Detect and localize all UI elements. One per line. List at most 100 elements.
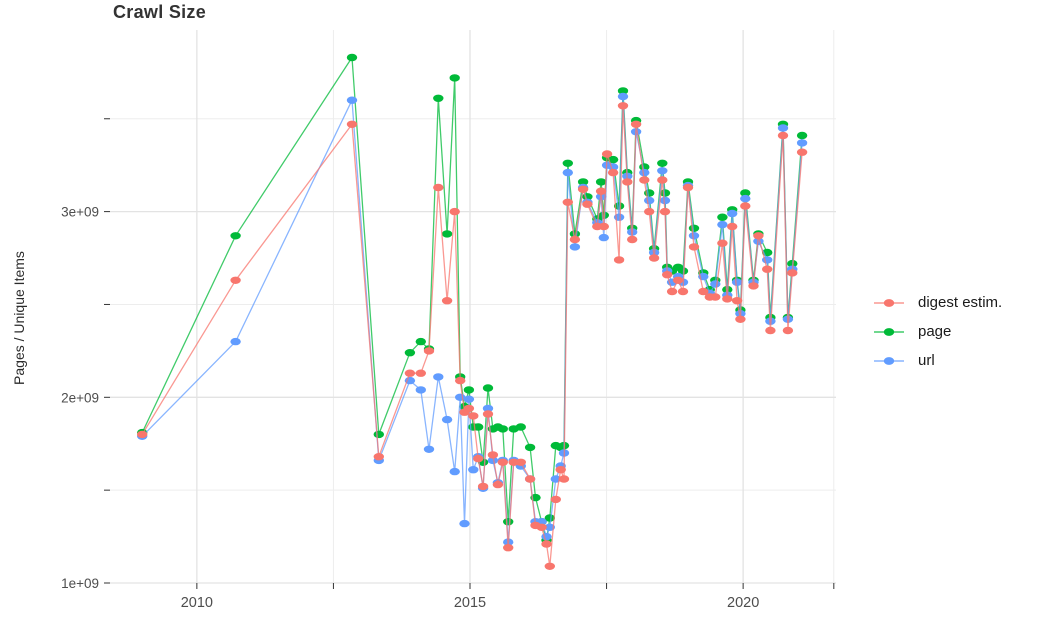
data-point (562, 198, 573, 206)
data-point (449, 207, 460, 216)
data-point (404, 349, 416, 357)
data-point (346, 53, 358, 62)
data-point (796, 148, 808, 156)
data-point (727, 222, 738, 231)
data-point (473, 423, 484, 431)
data-point (541, 532, 552, 541)
data-point (441, 415, 453, 424)
data-point (717, 213, 728, 221)
data-point (601, 150, 613, 158)
data-point (482, 410, 494, 418)
data-point (748, 282, 759, 290)
data-point (497, 425, 508, 433)
x-tick-label: 2020 (727, 595, 759, 611)
data-point (672, 276, 684, 284)
data-point (487, 451, 499, 459)
data-point (433, 183, 444, 192)
y-tick-label: 2e+09 (61, 390, 99, 405)
data-point (796, 131, 808, 140)
data-point (607, 155, 619, 164)
data-point (710, 280, 721, 288)
data-point (482, 404, 494, 413)
data-point (524, 475, 536, 483)
data-point (468, 466, 479, 474)
data-point (710, 293, 721, 301)
data-point (569, 235, 581, 244)
data-point (455, 376, 466, 385)
data-point (622, 178, 633, 186)
data-point (558, 475, 570, 483)
data-point (722, 295, 733, 303)
data-point (433, 373, 444, 381)
data-point (555, 466, 566, 474)
data-point (524, 443, 536, 452)
legend-item-page: page (872, 317, 1002, 346)
data-point (598, 222, 609, 231)
chart-title: Crawl Size (113, 2, 207, 22)
data-point (404, 369, 416, 377)
data-point (717, 220, 728, 229)
data-point (595, 178, 607, 186)
data-point (515, 423, 526, 431)
data-point (468, 412, 479, 420)
data-point (659, 189, 671, 197)
data-point (644, 196, 655, 205)
data-point (463, 386, 475, 394)
data-point (423, 445, 435, 453)
data-point (415, 386, 426, 394)
data-point (787, 269, 798, 277)
data-point (777, 131, 789, 140)
data-point (659, 196, 671, 205)
data-point (740, 189, 751, 197)
data-point (662, 271, 673, 279)
data-point (765, 326, 776, 335)
data-point (459, 519, 470, 528)
data-point (698, 287, 709, 296)
data-point (688, 232, 700, 240)
legend-label-page: page (918, 323, 952, 340)
series-line (141, 95, 803, 543)
data-point (682, 183, 694, 192)
x-tick-label: 2015 (454, 595, 486, 611)
data-point (415, 369, 426, 377)
data-point (617, 92, 629, 101)
legend-item-url: url (872, 346, 1002, 375)
data-point (598, 233, 609, 242)
series-url (137, 92, 808, 546)
data-point (473, 454, 484, 463)
legend-key-url-icon (874, 356, 904, 365)
data-point (415, 337, 426, 346)
data-point (617, 87, 629, 95)
data-point (688, 243, 700, 251)
data-point (630, 120, 642, 128)
legend-key-page-icon (874, 327, 904, 336)
data-point (463, 395, 475, 403)
data-point (373, 430, 384, 439)
data-point (595, 187, 607, 195)
data-point (544, 562, 555, 570)
y-tick-label: 1e+09 (61, 576, 99, 591)
data-point (562, 159, 573, 167)
data-point (449, 467, 460, 476)
data-point (562, 168, 573, 177)
series-line (141, 105, 803, 567)
data-point (449, 74, 460, 82)
data-point (657, 159, 668, 167)
data-point (515, 458, 526, 466)
legend-label-digest-estim: digest estim. (918, 294, 1003, 311)
data-point (731, 297, 743, 305)
data-point (753, 232, 764, 240)
data-point (441, 230, 453, 238)
data-point (230, 276, 241, 284)
x-tick-label: 2010 (181, 595, 213, 611)
data-point (796, 139, 808, 147)
data-point (613, 256, 625, 264)
data-point (782, 326, 794, 335)
data-point (441, 297, 453, 305)
data-point (423, 347, 435, 355)
data-point (544, 514, 555, 522)
data-point (582, 200, 593, 208)
y-tick-label: 3e+09 (61, 205, 99, 220)
data-point (137, 430, 148, 439)
